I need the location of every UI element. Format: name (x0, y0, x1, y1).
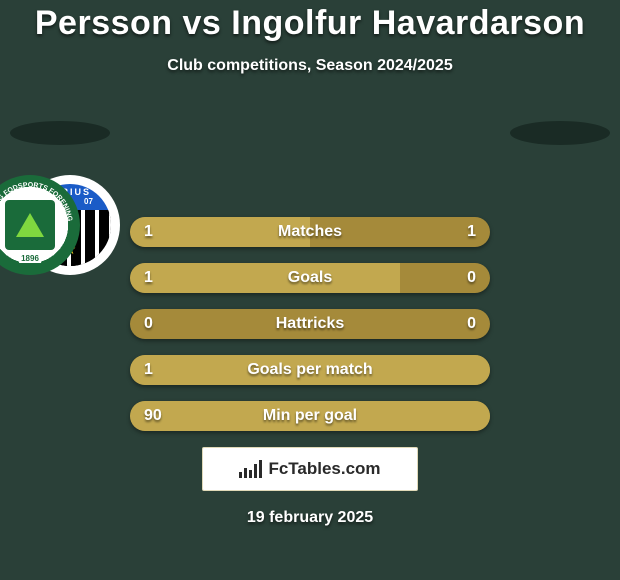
stat-row: 1Matches1 (130, 217, 490, 247)
footer-date: 19 february 2025 (0, 509, 620, 527)
stat-label: Min per goal (130, 407, 490, 425)
stat-value-right: 0 (467, 315, 476, 333)
page-title: Persson vs Ingolfur Havardarson (0, 4, 620, 43)
stat-row: 1Goals per match (130, 355, 490, 385)
stat-row: 90Min per goal (130, 401, 490, 431)
viborg-shield-icon (5, 200, 55, 250)
player-shadow-right (510, 121, 610, 145)
team-logo-right: VIBORG FODSPORTS FORENING 1896 (0, 175, 80, 275)
page-subtitle: Club competitions, Season 2024/2025 (0, 57, 620, 75)
comparison-card: Persson vs Ingolfur Havardarson Club com… (0, 0, 620, 527)
stat-label: Matches (130, 223, 490, 241)
viborg-triangle-icon (16, 213, 44, 237)
player-shadow-left (10, 121, 110, 145)
stat-label: Goals (130, 269, 490, 287)
stat-value-right: 0 (467, 269, 476, 287)
stat-bars: 1Matches11Goals00Hattricks01Goals per ma… (130, 203, 490, 431)
brand-box[interactable]: FcTables.com (202, 447, 418, 491)
stat-value-right: 1 (467, 223, 476, 241)
brand-text: FcTables.com (268, 459, 380, 479)
bar-chart-arrow-icon (239, 460, 262, 478)
sirius-year-right: 07 (84, 197, 93, 206)
stat-row: 0Hattricks0 (130, 309, 490, 339)
stat-row: 1Goals0 (130, 263, 490, 293)
stat-label: Goals per match (130, 361, 490, 379)
stat-label: Hattricks (130, 315, 490, 333)
viborg-year: 1896 (19, 254, 41, 263)
content-area: SIRIUS 19 07 ★ VIBORG FODSPORTS FORENING… (0, 103, 620, 527)
